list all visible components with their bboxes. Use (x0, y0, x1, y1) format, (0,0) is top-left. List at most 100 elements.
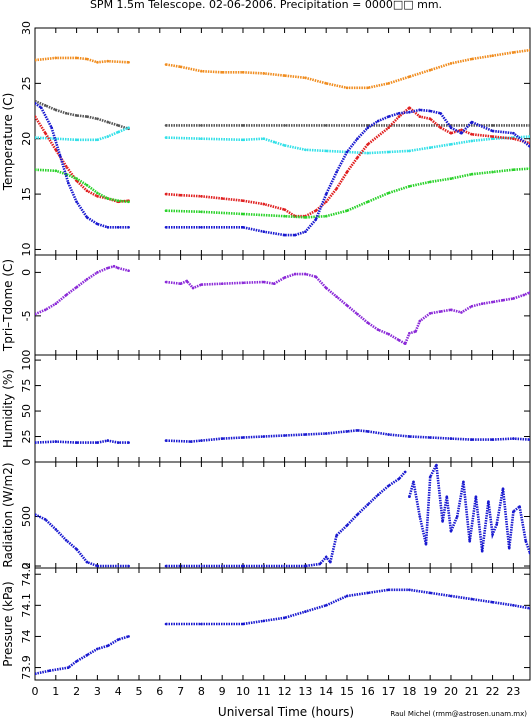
data-point (283, 144, 286, 147)
data-point (356, 137, 359, 140)
data-point (262, 72, 266, 75)
panel-4: 0 500 Radiation (W/m2) (1, 461, 531, 570)
data-point (35, 58, 37, 62)
data-point (491, 600, 494, 604)
data-point (241, 71, 245, 74)
series-line-1 (165, 429, 530, 443)
data-point (283, 208, 286, 211)
data-point (366, 430, 370, 433)
data-point (241, 564, 245, 568)
data-point (241, 622, 245, 626)
data-point (35, 441, 37, 444)
x-tick-label: 3 (94, 685, 101, 698)
data-point (418, 515, 422, 518)
credit-text: Raul Michel (rmm@astrosen.unam.mx) (390, 710, 527, 718)
data-point (366, 124, 370, 127)
data-point (435, 463, 438, 467)
data-point (106, 226, 110, 229)
data-point (512, 137, 515, 140)
data-point (387, 150, 390, 154)
data-point (335, 170, 338, 174)
data-point (96, 647, 99, 651)
data-point (366, 143, 370, 146)
y-tick-label: 15 (20, 187, 33, 201)
data-point (428, 180, 432, 184)
series-line-3 (165, 135, 530, 155)
data-point (512, 168, 515, 171)
data-point (262, 230, 266, 233)
series-line-1 (35, 264, 129, 316)
data-point (428, 117, 432, 121)
data-point (445, 495, 449, 499)
y-tick-label: 30 (20, 21, 33, 35)
data-point (501, 298, 505, 302)
data-point (200, 69, 203, 73)
data-point (324, 555, 328, 559)
data-point (470, 57, 474, 61)
data-point (67, 181, 70, 185)
data-point (304, 433, 307, 436)
x-tick-label: 12 (278, 685, 292, 698)
data-point (512, 297, 515, 300)
series-line-1 (165, 48, 530, 90)
data-point (324, 82, 328, 85)
data-point (262, 619, 266, 623)
data-point (397, 112, 401, 115)
data-point (75, 114, 78, 117)
data-point (418, 319, 422, 323)
data-point (241, 226, 245, 229)
x-tick-label: 23 (506, 685, 520, 698)
data-point (376, 328, 380, 332)
data-point (428, 109, 432, 113)
series-line-6 (35, 102, 129, 229)
data-point (470, 133, 474, 136)
data-point (387, 484, 390, 488)
data-point (528, 124, 530, 127)
data-point (54, 108, 58, 112)
data-point (220, 197, 224, 200)
data-point (518, 505, 521, 508)
series-line-1 (35, 513, 129, 568)
x-tick-label: 15 (340, 685, 354, 698)
data-point (428, 475, 432, 479)
data-point (512, 437, 515, 440)
data-point (220, 71, 224, 74)
data-point (408, 75, 411, 78)
data-point (528, 291, 530, 294)
data-point (470, 305, 474, 308)
data-point (200, 226, 203, 229)
data-point (512, 51, 515, 54)
data-point (75, 441, 78, 444)
data-point (387, 115, 390, 118)
y-tick-label: 73.9 (20, 655, 33, 680)
data-point (387, 82, 390, 85)
data-point (335, 187, 338, 190)
data-point (304, 230, 307, 233)
data-point (96, 564, 99, 568)
data-point (85, 183, 89, 187)
series-group (35, 462, 530, 568)
data-point (470, 438, 474, 441)
data-point (241, 212, 245, 216)
data-point (85, 189, 89, 193)
series-line-1 (35, 635, 129, 676)
data-point (35, 672, 37, 676)
data-point (324, 149, 328, 153)
data-point (179, 193, 182, 197)
x-tick-label: 6 (156, 685, 163, 698)
panel-frame (34, 461, 531, 569)
data-point (324, 432, 328, 435)
data-point (200, 210, 203, 214)
series-line-1 (35, 439, 129, 444)
data-point (449, 143, 453, 146)
data-point (164, 564, 168, 568)
data-point (262, 435, 266, 438)
data-point (397, 115, 401, 118)
data-point (324, 192, 328, 196)
data-point (414, 330, 417, 333)
data-point (85, 115, 89, 118)
data-point (439, 310, 442, 313)
data-point (491, 129, 494, 133)
x-axis: 0 1 2 3 4 5 6 7 8 9 10 11 12 13 14 15 16 17 18 19 20 21 22 23 (32, 685, 521, 698)
data-point (127, 226, 130, 229)
